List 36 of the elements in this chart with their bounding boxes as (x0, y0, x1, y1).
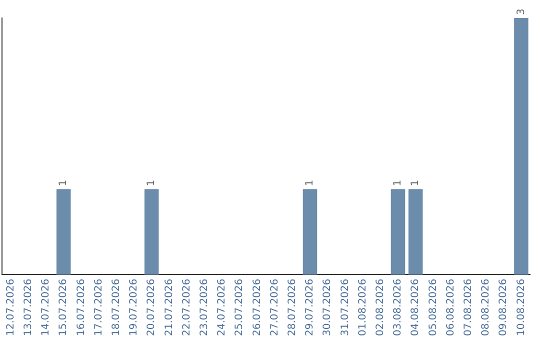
x-tick-label: 25.07.2026 (234, 278, 246, 336)
x-tick-label: 03.08.2026 (392, 278, 404, 336)
x-tick-label: 12.07.2026 (5, 278, 16, 336)
x-tick-label: 19.07.2026 (128, 278, 140, 336)
x-tick-label: 27.07.2026 (269, 278, 280, 336)
x-tick-label: 14.07.2026 (40, 278, 52, 336)
x-tick-label: 05.08.2026 (428, 278, 439, 336)
data-label: 1 (146, 180, 158, 186)
data-label: 3 (516, 8, 527, 15)
x-tick-label: 30.07.2026 (322, 278, 334, 336)
x-tick-label: 02.08.2026 (374, 278, 386, 336)
data-label: 1 (58, 180, 70, 186)
x-tick-label: 22.07.2026 (181, 278, 192, 336)
x-tick-label: 16.07.2026 (76, 278, 87, 336)
x-tick-label: 26.07.2026 (252, 278, 263, 336)
x-tick-label: 23.07.2026 (198, 278, 210, 336)
x-tick-label: 07.08.2026 (462, 278, 474, 336)
x-tick-label: 21.07.2026 (164, 278, 175, 336)
x-tick-label: 15.07.2026 (58, 278, 70, 336)
x-tick-label: 06.08.2026 (445, 278, 456, 336)
data-label: 1 (392, 180, 404, 186)
x-tick-label: 09.08.2026 (498, 278, 510, 336)
data-label: 1 (304, 180, 316, 186)
x-tick-label: 01.08.2026 (357, 278, 368, 336)
x-tick-label: 29.07.2026 (304, 278, 316, 336)
x-tick-label: 24.07.2026 (216, 278, 228, 336)
x-tick-label: 28.07.2026 (286, 278, 298, 336)
x-tick-label: 17.07.2026 (93, 278, 104, 336)
x-tick-label: 10.08.2026 (516, 278, 527, 336)
x-tick-label: 20.07.2026 (146, 278, 158, 336)
data-label: 1 (410, 180, 422, 186)
x-tick-label: 08.08.2026 (480, 278, 492, 336)
x-tick-label: 04.08.2026 (410, 278, 422, 336)
x-tick-label: 13.07.2026 (22, 278, 34, 336)
x-tick-label: 31.07.2026 (340, 278, 351, 336)
x-tick-label: 18.07.2026 (110, 278, 122, 336)
